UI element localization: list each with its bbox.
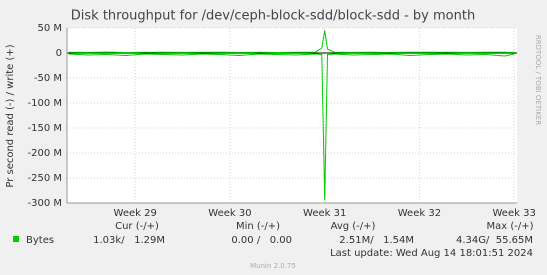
legend-header: Max (-/+) bbox=[486, 221, 533, 232]
y-tick-label: 0 bbox=[56, 48, 62, 59]
legend-swatch bbox=[13, 236, 19, 242]
legend-header: Min (-/+) bbox=[236, 221, 280, 232]
y-tick-label: -150 M bbox=[27, 123, 62, 134]
legend-header: Avg (-/+) bbox=[331, 221, 376, 232]
y-tick-label: 50 M bbox=[37, 23, 62, 34]
legend-stat: 4.34G/ 55.65M bbox=[456, 235, 533, 246]
side-label: RRDTOOL / TOBI OETIKER bbox=[534, 35, 542, 125]
legend-label: Bytes bbox=[26, 235, 54, 246]
chart-title: Disk throughput for /dev/ceph-block-sdd/… bbox=[71, 9, 475, 24]
y-tick-label: -250 M bbox=[27, 173, 62, 184]
series-line bbox=[68, 53, 515, 201]
y-tick-label: -100 M bbox=[27, 98, 62, 109]
x-tick-label: Week 32 bbox=[398, 208, 441, 219]
footer: Munin 2.0.75 bbox=[250, 262, 296, 270]
y-tick-label: -50 M bbox=[34, 73, 62, 84]
x-tick-label: Week 33 bbox=[493, 208, 536, 219]
last-update: Last update: Wed Aug 14 18:01:51 2024 bbox=[330, 248, 533, 259]
x-tick-label: Week 31 bbox=[303, 208, 346, 219]
x-tick-label: Week 30 bbox=[208, 208, 251, 219]
series-line bbox=[68, 30, 515, 54]
legend-stat: 1.03k/ 1.29M bbox=[93, 235, 165, 246]
legend-stat: 0.00 / 0.00 bbox=[231, 235, 292, 246]
y-axis-label: Pr second read (-) / write (+) bbox=[5, 44, 16, 187]
legend-stat: 2.51M/ 1.54M bbox=[339, 235, 414, 246]
y-tick-label: -200 M bbox=[27, 148, 62, 159]
y-tick-label: -300 M bbox=[27, 198, 62, 209]
x-tick-label: Week 29 bbox=[114, 208, 157, 219]
legend-header: Cur (-/+) bbox=[115, 221, 159, 232]
plot-area bbox=[67, 28, 517, 203]
